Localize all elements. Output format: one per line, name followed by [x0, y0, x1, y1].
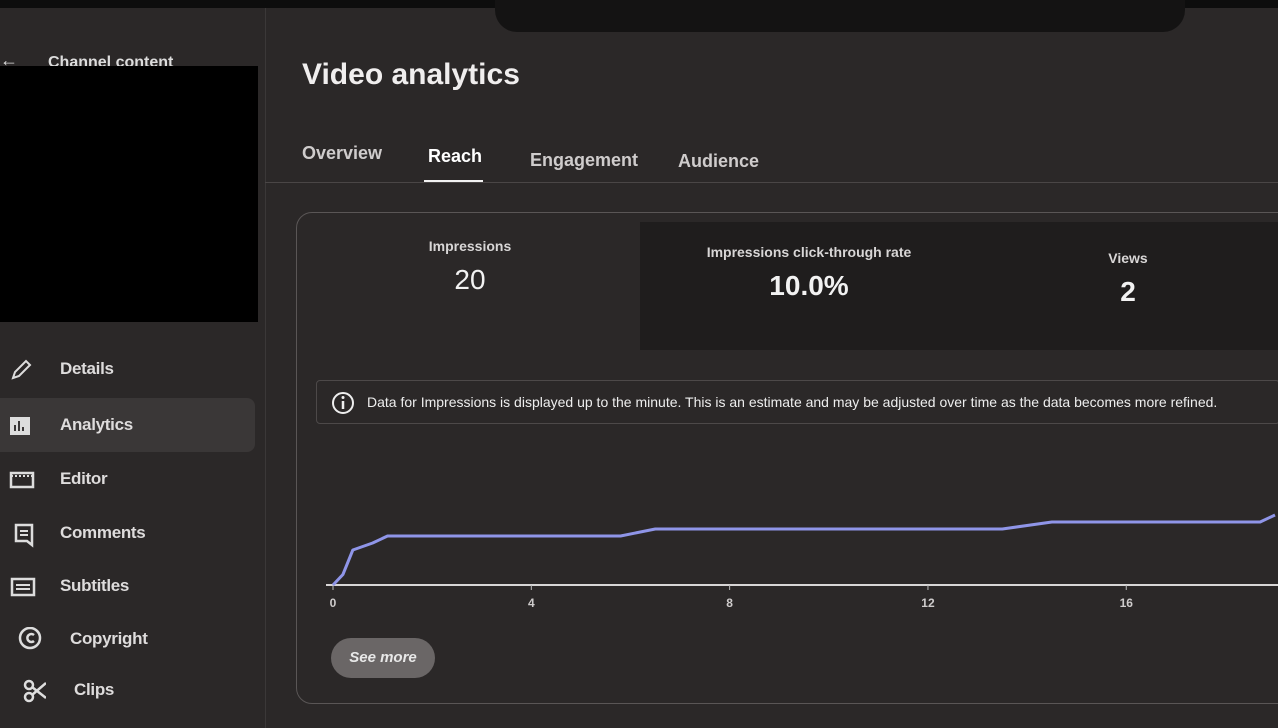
nav-item[interactable]: Editor: [0, 452, 255, 506]
icon: [23, 679, 46, 703]
tab[interactable]: Audience: [678, 151, 760, 171]
x-tick-label: 16: [1120, 596, 1134, 610]
sidebar: [0, 8, 266, 728]
nav-label: Analytics: [60, 415, 133, 434]
tab[interactable]: Reach: [428, 146, 483, 166]
metric-label: Views: [1108, 250, 1148, 266]
icon: [11, 359, 32, 380]
tab[interactable]: Engagement: [530, 150, 639, 170]
nav-item[interactable]: Clips: [0, 663, 255, 717]
info-text: Data for Impressions is displayed up to …: [367, 394, 1218, 410]
icon: [10, 417, 30, 435]
metric[interactable]: Views 2: [978, 222, 1278, 350]
icon: [10, 577, 36, 597]
metric-label: Impressions: [428, 238, 512, 254]
nav-label: Subtitles: [60, 576, 130, 595]
page-title: Video analytics: [302, 58, 520, 91]
x-tick-label: 0: [330, 596, 337, 610]
icon: [9, 471, 35, 489]
nav-label: Details: [60, 359, 114, 378]
back-arrow[interactable]: ←: [0, 50, 18, 70]
info-banner: Data for Impressions is displayed up to …: [316, 380, 1278, 424]
nav-item[interactable]: Details: [0, 342, 255, 396]
nav-item[interactable]: Copyright: [0, 612, 255, 666]
reach-card: [296, 212, 1278, 704]
metric-value: 2: [1120, 276, 1136, 307]
tab-indicator: [424, 180, 483, 183]
see-more-button[interactable]: See more: [331, 638, 435, 678]
icon: [18, 627, 42, 650]
impressions-line: [331, 513, 1276, 587]
metric[interactable]: Impressions 20: [300, 222, 640, 350]
x-tick-label: 8: [726, 596, 733, 610]
divider: [265, 182, 1278, 183]
x-tick-label: 4: [528, 596, 535, 610]
tab[interactable]: Overview: [302, 143, 383, 163]
icon: [14, 523, 34, 548]
nav-item[interactable]: Analytics: [0, 398, 255, 452]
redacted-thumbnail: [0, 66, 258, 322]
nav-item[interactable]: Subtitles: [0, 559, 255, 613]
nav-label: Clips: [74, 680, 115, 699]
nav-label: Copyright: [70, 629, 148, 648]
metric-value: 20: [454, 264, 486, 295]
search-bar[interactable]: [495, 0, 1185, 32]
info-icon: [332, 392, 354, 414]
nav-label: Editor: [60, 469, 108, 488]
metric[interactable]: Impressions click-through rate 10.0%: [640, 222, 978, 350]
metric-value: 10.0%: [769, 270, 849, 301]
nav-label: Comments: [60, 523, 146, 542]
nav-item[interactable]: Comments: [0, 506, 255, 560]
metric-label: Impressions click-through rate: [706, 244, 912, 260]
x-tick-label: 12: [921, 596, 935, 610]
